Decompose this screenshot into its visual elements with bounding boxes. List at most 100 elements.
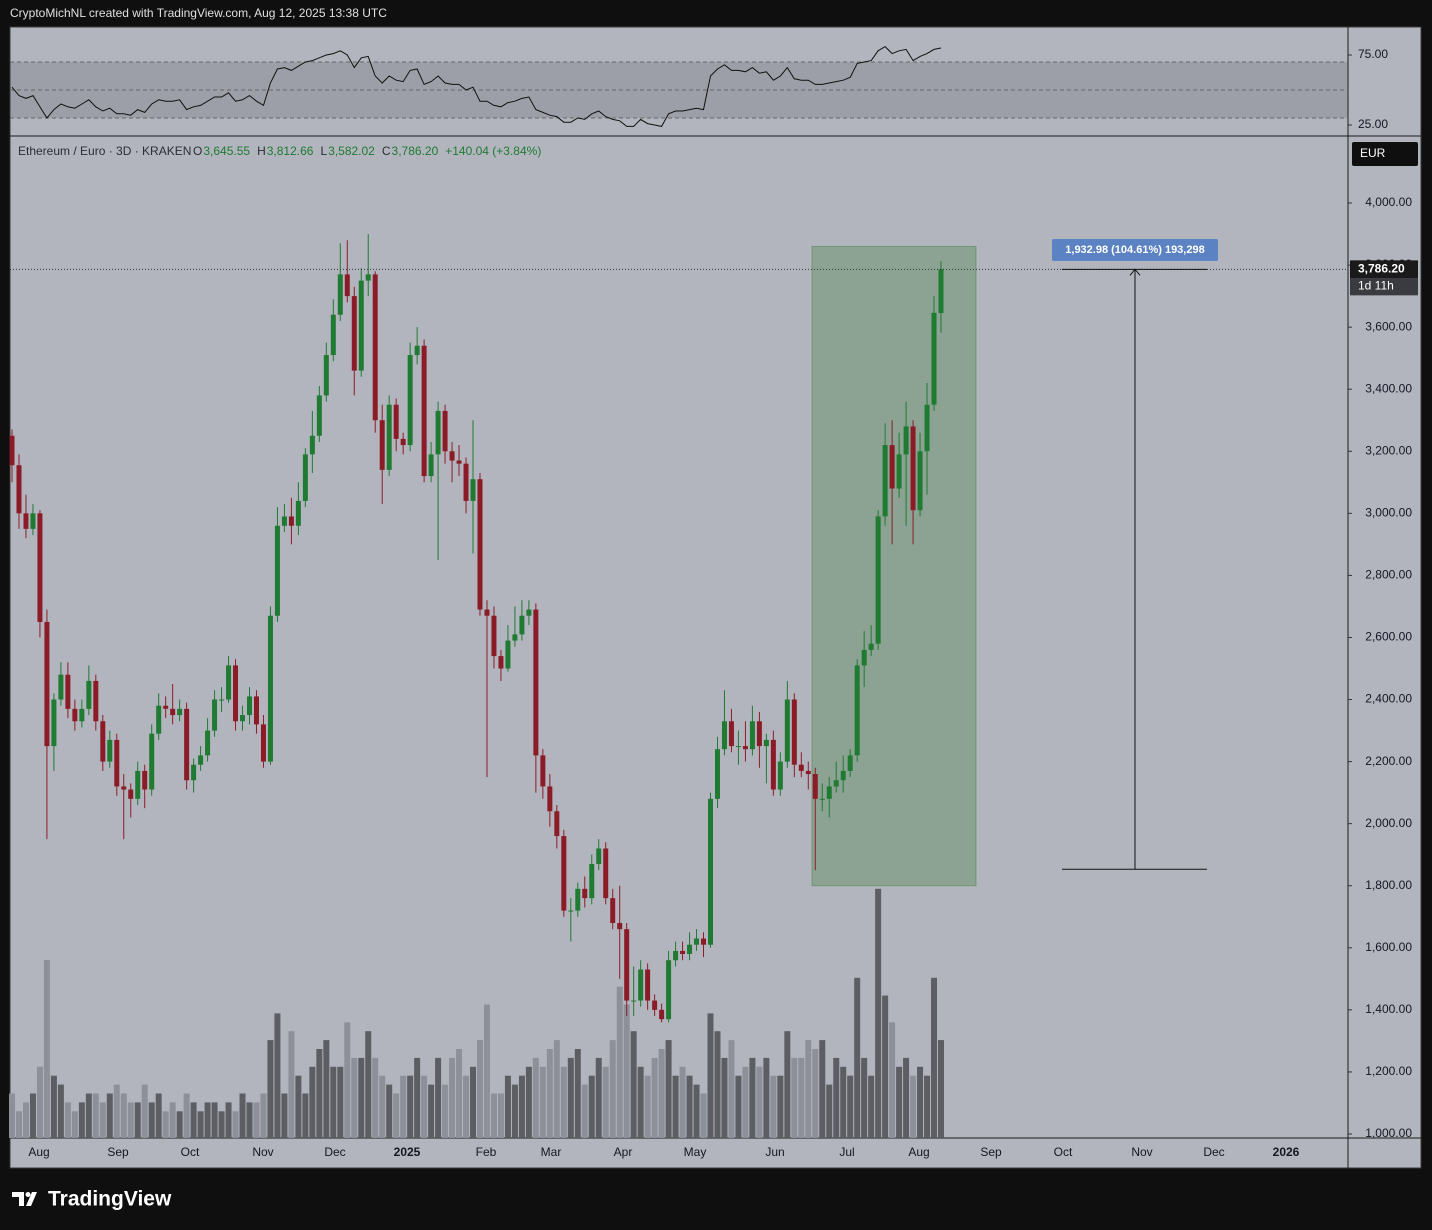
candle-body: [610, 898, 616, 923]
volume-bar: [29, 1093, 36, 1138]
volume-bar: [903, 1057, 910, 1138]
volume-bar: [456, 1049, 463, 1138]
rsi-tick-label: 75.00: [1358, 47, 1388, 61]
candle-body: [659, 1009, 665, 1020]
x-tick-label: Apr: [614, 1145, 633, 1159]
volume-bar: [623, 1004, 630, 1138]
volume-bar: [749, 1057, 756, 1138]
legend-key: C: [382, 144, 391, 158]
volume-bar: [330, 1066, 337, 1138]
volume-bar: [525, 1066, 532, 1138]
candle-body: [903, 426, 909, 455]
volume-bar: [595, 1057, 602, 1138]
candle-body: [812, 774, 818, 799]
y-tick-label: 1,600.00: [1365, 940, 1412, 954]
candle-body: [484, 609, 490, 616]
y-tick-label: 3,600.00: [1365, 319, 1412, 333]
x-tick-label: Feb: [476, 1145, 497, 1159]
volume-bar: [218, 1111, 225, 1138]
volume-bar: [225, 1102, 232, 1138]
candle-body: [198, 755, 204, 765]
candle-body: [288, 516, 294, 526]
volume-bar: [791, 1057, 798, 1138]
volume-bar: [141, 1084, 148, 1138]
candle-body: [351, 296, 357, 371]
volume-bar: [819, 1040, 826, 1138]
candle-body: [428, 454, 434, 477]
candle-body: [819, 798, 825, 800]
volume-bar: [490, 1093, 497, 1138]
rsi-tick-label: 25.00: [1358, 117, 1388, 131]
candle-body: [128, 789, 134, 799]
volume-bar: [588, 1075, 595, 1138]
volume-bar: [644, 1075, 651, 1138]
candle-body: [575, 888, 581, 911]
x-tick-label: Aug: [908, 1145, 929, 1159]
candle-body: [917, 451, 923, 511]
candle-body: [631, 1000, 637, 1002]
candle-body: [833, 780, 839, 787]
volume-bar: [407, 1075, 414, 1138]
candle-body: [177, 708, 183, 716]
symbol: Ethereum / Euro · 3D · KRAKEN: [18, 144, 191, 158]
volume-bar: [917, 1066, 924, 1138]
candle-body: [547, 786, 553, 812]
candle-body: [142, 770, 148, 790]
volume-bar: [211, 1102, 218, 1138]
volume-bar: [344, 1022, 351, 1138]
volume-bar: [938, 1040, 945, 1138]
candle-body: [344, 274, 350, 297]
volume-bar: [36, 1066, 43, 1138]
volume-bar: [756, 1066, 763, 1138]
candle-body: [58, 674, 64, 700]
candle-body: [882, 445, 888, 517]
candle-body: [638, 969, 644, 1001]
volume-bar: [763, 1057, 770, 1138]
candle-body: [728, 721, 734, 747]
volume-bar: [700, 1093, 707, 1138]
candle-body: [407, 355, 413, 446]
volume-bar: [260, 1093, 267, 1138]
candle-body: [421, 345, 427, 477]
candle-body: [442, 410, 448, 452]
candle-body: [337, 274, 343, 315]
x-tick-label: Sep: [107, 1145, 129, 1159]
candle-body: [16, 465, 22, 514]
volume-bar: [190, 1102, 197, 1138]
volume-bar: [204, 1102, 211, 1138]
candle-body: [30, 513, 36, 529]
x-tick-label: Oct: [1054, 1145, 1073, 1159]
legend-value: 3,582.02: [328, 144, 375, 158]
candle-body: [798, 764, 804, 771]
candle-body: [735, 746, 741, 748]
candle-body: [582, 888, 588, 899]
candle-body: [449, 451, 455, 461]
volume-bar: [99, 1102, 106, 1138]
volume-bar: [539, 1066, 546, 1138]
candle-body: [568, 910, 574, 912]
volume-bar: [483, 1004, 490, 1138]
volume-bar: [693, 1084, 700, 1138]
countdown-box: [1350, 278, 1418, 296]
volume-bar: [581, 1084, 588, 1138]
volume-bar: [148, 1102, 155, 1138]
candle-body: [924, 404, 930, 452]
candle-body: [170, 708, 176, 716]
candle-body: [114, 739, 120, 787]
x-tick-label: Jun: [765, 1145, 784, 1159]
candle-body: [805, 770, 811, 775]
candle-body: [100, 721, 106, 762]
volume-bar: [735, 1075, 742, 1138]
candle-body: [666, 960, 672, 1020]
highlight-box: [811, 245, 977, 887]
currency[interactable]: EUR: [1360, 146, 1386, 160]
candle-body: [470, 479, 476, 501]
candle-body: [323, 355, 329, 396]
x-tick-label: Sep: [980, 1145, 1002, 1159]
volume-bar: [169, 1102, 176, 1138]
currency-box[interactable]: [1352, 142, 1418, 166]
countdown: 1d 11h: [1358, 279, 1394, 293]
volume-bar: [113, 1084, 120, 1138]
candle-body: [79, 708, 85, 722]
volume-bar: [679, 1066, 686, 1138]
